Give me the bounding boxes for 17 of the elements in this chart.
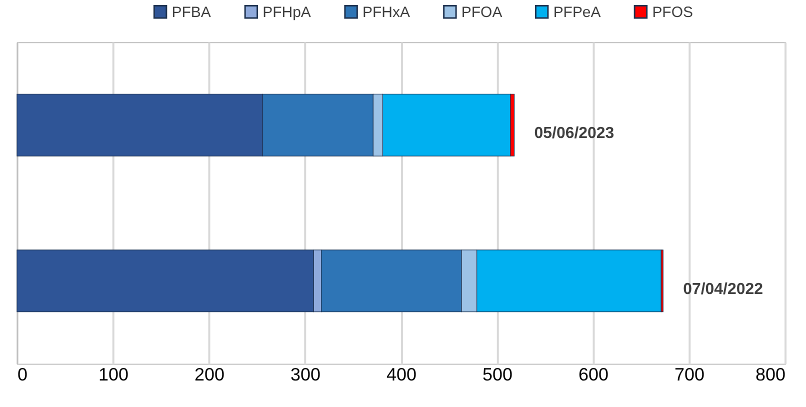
legend-label: PFHxA xyxy=(362,4,410,21)
x-tick-label: 400 xyxy=(386,364,416,384)
x-tick-label: 300 xyxy=(290,364,320,384)
x-tick-label: 0 xyxy=(17,364,28,384)
x-tick-label: 700 xyxy=(674,364,705,384)
legend-label: PFOA xyxy=(461,4,502,21)
legend-label: PFHpA xyxy=(262,4,311,21)
x-tick-label: 800 xyxy=(756,364,786,384)
x-tick-label: 200 xyxy=(194,364,224,384)
x-tick-label: 500 xyxy=(482,364,512,384)
x-tick-label: 100 xyxy=(98,364,128,384)
legend-label: PFPeA xyxy=(553,4,601,21)
x-tick-label: 600 xyxy=(578,364,609,384)
y-tick-label: 05/06/2023 xyxy=(534,125,614,142)
y-tick-label: 07/04/2022 xyxy=(683,280,764,298)
legend-label: PFOS xyxy=(652,4,693,21)
legend-label: PFBA xyxy=(172,4,211,21)
